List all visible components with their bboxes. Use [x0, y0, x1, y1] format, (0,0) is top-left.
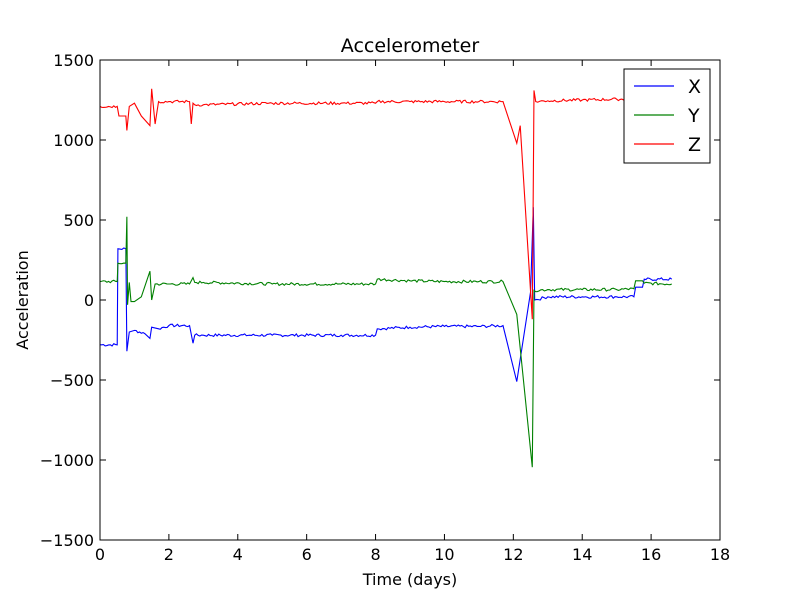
legend-box — [623, 68, 711, 164]
x-axis-title: Time (days) — [362, 570, 458, 589]
series-line-x — [99, 207, 673, 382]
legend-label-z: Z — [688, 134, 701, 156]
chart-title: Accelerometer — [341, 35, 480, 57]
y-tick-label: 1500 — [53, 51, 94, 70]
series-line-y — [99, 216, 672, 468]
x-tick-label: 14 — [572, 545, 592, 564]
y-tick-label: −500 — [50, 371, 94, 390]
y-tick-label: −1000 — [40, 451, 94, 470]
series-line-z — [99, 88, 635, 320]
x-tick-label: 0 — [95, 545, 105, 564]
x-axis: 0 2 4 6 8 10 12 14 16 18 — [95, 60, 730, 564]
y-tick-label: 500 — [63, 211, 94, 230]
legend: XYZ — [623, 68, 711, 164]
legend-label-x: X — [688, 76, 701, 98]
x-tick-label: 4 — [233, 545, 243, 564]
y-axis-title: Acceleration — [13, 250, 32, 349]
x-tick-label: 8 — [370, 545, 380, 564]
series-layer — [99, 88, 673, 468]
x-tick-label: 2 — [164, 545, 174, 564]
y-axis: −1500 −1000 −500 0 500 1000 1500 — [40, 51, 720, 550]
x-tick-label: 10 — [434, 545, 454, 564]
x-tick-label: 16 — [641, 545, 661, 564]
y-tick-label: −1500 — [40, 531, 94, 550]
y-tick-label: 0 — [84, 291, 94, 310]
x-tick-label: 6 — [302, 545, 312, 564]
x-tick-label: 18 — [710, 545, 730, 564]
y-tick-label: 1000 — [53, 131, 94, 150]
legend-label-y: Y — [687, 105, 700, 127]
x-tick-label: 12 — [503, 545, 523, 564]
